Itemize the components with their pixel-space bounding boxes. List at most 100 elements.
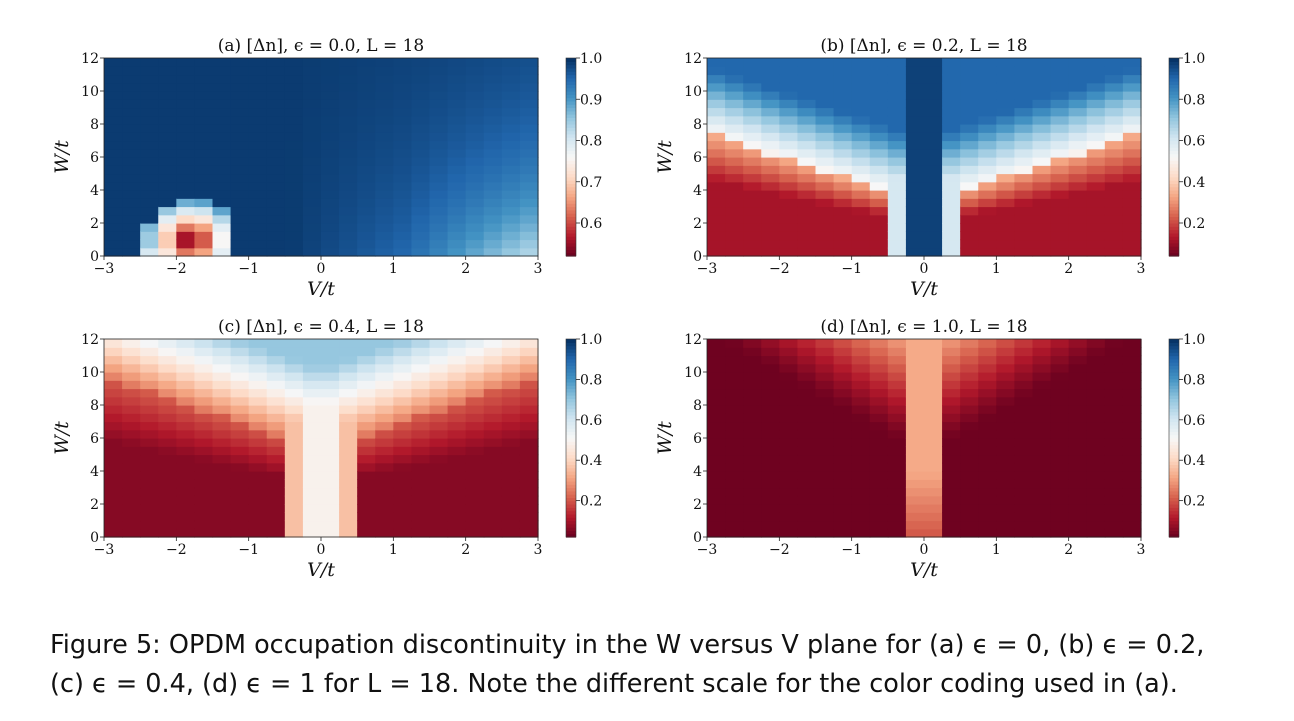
heatmap-cells <box>707 339 1142 538</box>
heatmap-cell <box>176 504 196 513</box>
heatmap-cell <box>230 157 250 166</box>
heatmap-cell <box>393 438 413 447</box>
heatmap-cell <box>707 454 726 464</box>
heatmap-cell <box>869 214 889 224</box>
heatmap-cell <box>1068 173 1088 183</box>
heatmap-cell <box>429 140 449 150</box>
colorbar-segment <box>1169 527 1179 531</box>
heatmap-cell <box>1050 388 1070 398</box>
heatmap-cell <box>519 231 539 241</box>
heatmap-cell <box>797 421 817 431</box>
heatmap-cell <box>248 247 268 257</box>
heatmap-cell <box>483 74 503 84</box>
heatmap-cell <box>978 115 997 125</box>
heatmap-cell <box>905 173 925 183</box>
heatmap-cell <box>960 405 979 414</box>
heatmap-cell <box>761 454 780 464</box>
heatmap-cell <box>996 454 1016 464</box>
heatmap-cell <box>519 181 539 191</box>
heatmap-cell <box>725 82 744 92</box>
heatmap-cell <box>483 165 503 175</box>
colorbar-segment <box>566 153 576 158</box>
heatmap-cell <box>942 247 961 257</box>
heatmap-cell <box>158 512 177 522</box>
heatmap-cell <box>321 339 340 348</box>
heatmap-cell <box>104 206 123 216</box>
heatmap-cell <box>1068 446 1088 456</box>
heatmap-cell <box>302 339 322 348</box>
heatmap-cell <box>1104 405 1124 414</box>
heatmap-cell <box>797 140 817 150</box>
heatmap-cell <box>887 82 907 92</box>
heatmap-cell <box>393 165 413 175</box>
heatmap-cell <box>707 471 726 480</box>
heatmap-cell <box>887 339 907 348</box>
heatmap-cell <box>483 190 503 199</box>
heatmap-cell <box>248 82 268 92</box>
heatmap-cell <box>194 91 214 100</box>
heatmap-cell <box>779 380 799 390</box>
heatmap-cell <box>1050 107 1070 117</box>
heatmap-cell <box>483 157 503 166</box>
heatmap-cell <box>230 115 250 125</box>
heatmap-cell <box>393 198 413 208</box>
heatmap-cell <box>501 471 521 480</box>
heatmap-cell <box>924 388 943 398</box>
heatmap-cell <box>302 247 322 257</box>
heatmap-cell <box>905 528 925 538</box>
heatmap-cell <box>815 115 835 125</box>
heatmap-cell <box>375 140 394 150</box>
heatmap-cell <box>978 388 997 398</box>
heatmap-cell <box>978 140 997 150</box>
heatmap-cell <box>158 355 177 365</box>
colorbar-tick-label: 1.0 <box>1183 51 1205 67</box>
colorbar-segment <box>1169 365 1179 370</box>
colorbar-segment <box>1169 252 1179 257</box>
heatmap-cell <box>266 99 286 109</box>
colorbar-tick-label: 0.4 <box>1183 175 1205 191</box>
heatmap-cell <box>158 421 177 431</box>
heatmap-cell <box>797 231 817 241</box>
heatmap-cell <box>302 355 322 365</box>
heatmap-cell <box>447 413 467 423</box>
heatmap-cell <box>212 214 232 224</box>
heatmap-cell <box>851 99 871 109</box>
heatmap-cell <box>996 347 1016 357</box>
heatmap-cell <box>1032 214 1052 224</box>
colorbar-segment <box>1169 533 1179 538</box>
heatmap-cell <box>483 363 503 373</box>
heatmap-cell <box>248 214 268 224</box>
heatmap-cell <box>725 347 744 357</box>
heatmap-cell <box>158 140 177 150</box>
colorbar-tick-label: 0.9 <box>580 92 602 108</box>
heatmap-cell <box>465 396 485 406</box>
heatmap-cell <box>1032 223 1052 232</box>
heatmap-cell <box>1104 107 1124 117</box>
heatmap-cell <box>339 380 358 390</box>
heatmap-cell <box>465 520 485 530</box>
heatmap-cell <box>905 99 925 109</box>
heatmap-cell <box>248 520 268 530</box>
heatmap-cell <box>302 347 322 357</box>
heatmap-cell <box>725 206 744 216</box>
heatmap-cell <box>411 520 431 530</box>
heatmap-cell <box>519 421 539 431</box>
heatmap-cell <box>1122 520 1142 530</box>
colorbar-segment <box>566 391 576 396</box>
y-axis-label: W/t <box>654 140 676 174</box>
heatmap-cell <box>411 82 431 92</box>
heatmap-cell <box>942 355 961 365</box>
heatmap-cell <box>869 355 889 365</box>
heatmap-cell <box>887 438 907 447</box>
colorbar-segment <box>566 223 576 227</box>
colorbar-segment <box>566 110 576 115</box>
heatmap-cell <box>833 413 853 423</box>
colorbar-segment <box>566 378 576 383</box>
heatmap-cell <box>707 495 726 505</box>
heatmap-cell <box>707 140 726 150</box>
colorbar-segment <box>566 368 576 373</box>
heatmap-cell <box>797 504 817 513</box>
heatmap-cell <box>266 247 286 257</box>
heatmap-cell <box>519 91 539 100</box>
colorbar-segment <box>1169 431 1179 436</box>
